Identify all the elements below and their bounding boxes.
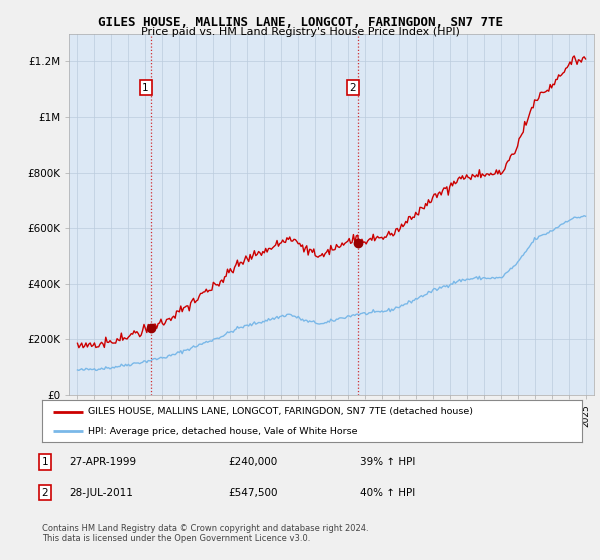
Text: 40% ↑ HPI: 40% ↑ HPI <box>360 488 415 498</box>
Text: Contains HM Land Registry data © Crown copyright and database right 2024.
This d: Contains HM Land Registry data © Crown c… <box>42 524 368 543</box>
Text: £240,000: £240,000 <box>228 457 277 467</box>
Text: £547,500: £547,500 <box>228 488 277 498</box>
Text: 1: 1 <box>41 457 49 467</box>
Text: Price paid vs. HM Land Registry's House Price Index (HPI): Price paid vs. HM Land Registry's House … <box>140 27 460 37</box>
Text: 2: 2 <box>350 83 356 93</box>
Text: GILES HOUSE, MALLINS LANE, LONGCOT, FARINGDON, SN7 7TE (detached house): GILES HOUSE, MALLINS LANE, LONGCOT, FARI… <box>88 407 473 416</box>
Text: 39% ↑ HPI: 39% ↑ HPI <box>360 457 415 467</box>
Text: HPI: Average price, detached house, Vale of White Horse: HPI: Average price, detached house, Vale… <box>88 427 358 436</box>
Text: 1: 1 <box>142 83 149 93</box>
Text: 27-APR-1999: 27-APR-1999 <box>69 457 136 467</box>
Text: 28-JUL-2011: 28-JUL-2011 <box>69 488 133 498</box>
Text: 2: 2 <box>41 488 49 498</box>
Text: GILES HOUSE, MALLINS LANE, LONGCOT, FARINGDON, SN7 7TE: GILES HOUSE, MALLINS LANE, LONGCOT, FARI… <box>97 16 503 29</box>
